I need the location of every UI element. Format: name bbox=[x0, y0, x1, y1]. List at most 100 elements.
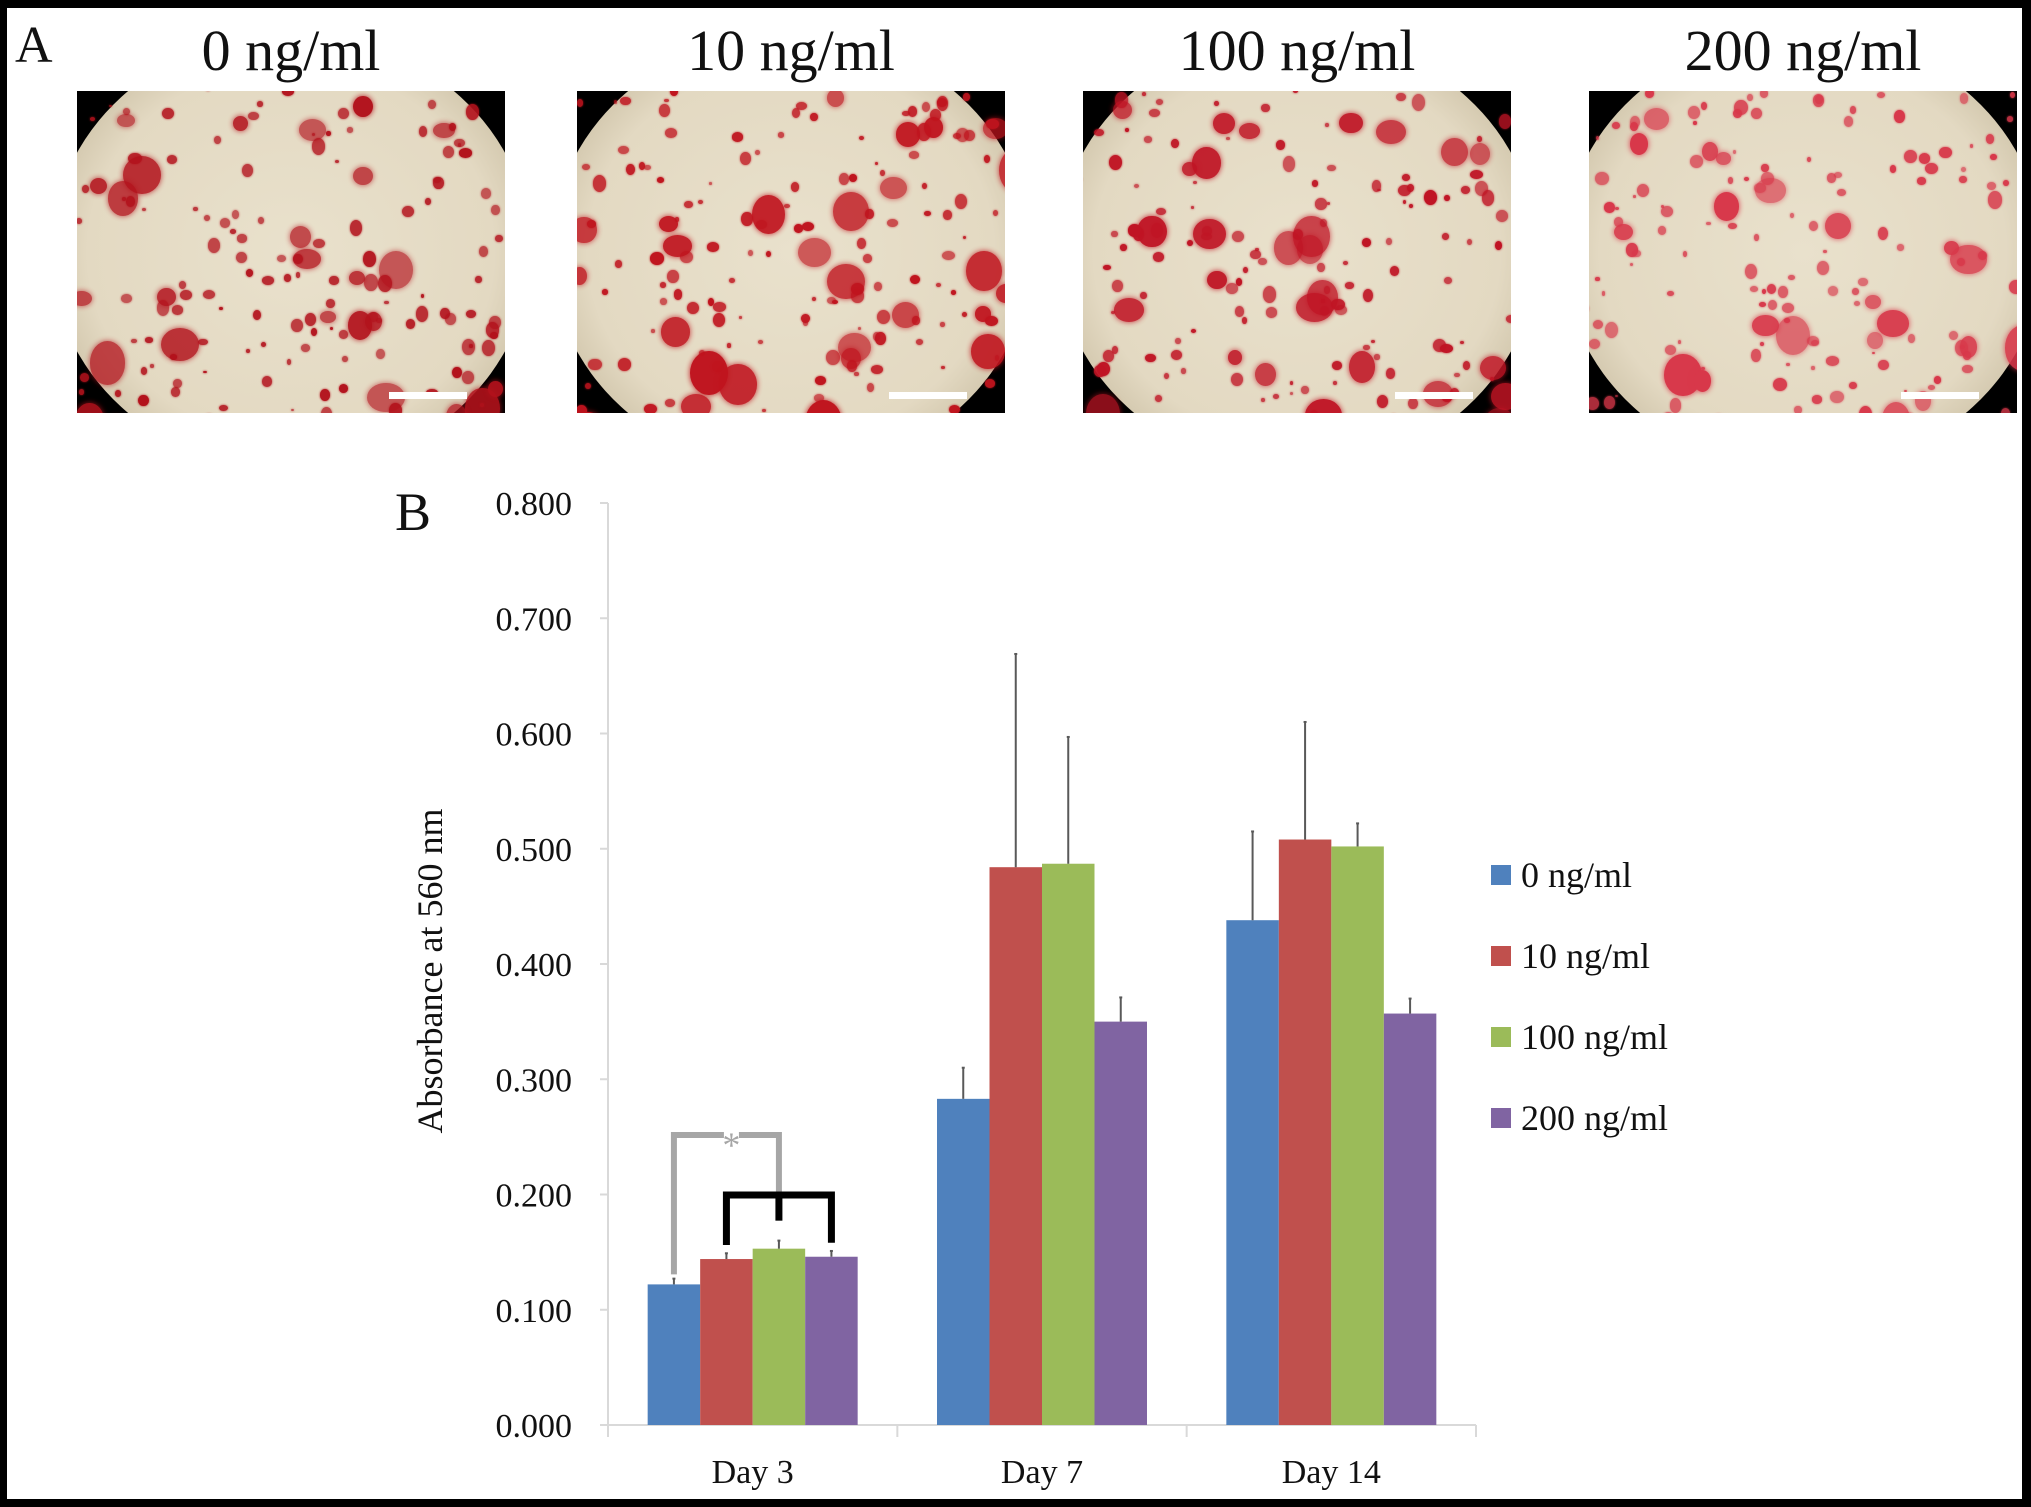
stain-nodule bbox=[161, 328, 200, 362]
stain-nodule bbox=[311, 138, 326, 156]
stain-nodule bbox=[1644, 91, 1655, 99]
stain-nodule bbox=[81, 185, 89, 194]
stain-nodule bbox=[1444, 277, 1453, 285]
stain-nodule bbox=[1746, 93, 1753, 102]
stain-nodule bbox=[1326, 202, 1330, 205]
stain-nodule bbox=[650, 329, 655, 333]
stain-nodule bbox=[1589, 397, 1599, 411]
stain-nodule bbox=[1827, 286, 1839, 296]
stain-nodule bbox=[993, 209, 999, 216]
stain-nodule bbox=[577, 267, 587, 286]
stain-nodule bbox=[940, 321, 945, 327]
bar bbox=[700, 1259, 753, 1425]
stain-nodule bbox=[140, 366, 148, 375]
y-tick-label: 0.700 bbox=[496, 601, 573, 638]
stain-nodule bbox=[1876, 91, 1885, 98]
stain-nodule bbox=[1714, 192, 1740, 221]
stain-nodule bbox=[335, 160, 340, 164]
stain-nodule bbox=[478, 246, 488, 257]
stain-nodule bbox=[1678, 339, 1682, 344]
stain-nodule bbox=[491, 204, 500, 216]
stain-nodule bbox=[433, 122, 455, 139]
stain-nodule bbox=[1732, 149, 1737, 155]
bars bbox=[647, 839, 1437, 1425]
stain-nodule bbox=[1290, 381, 1294, 385]
stain-nodule bbox=[1761, 164, 1769, 173]
stain-nodule bbox=[1181, 368, 1186, 374]
stain-nodule bbox=[1148, 109, 1161, 118]
stain-nodule bbox=[363, 274, 378, 291]
stain-nodule bbox=[77, 290, 92, 307]
stain-nodule bbox=[1469, 143, 1490, 166]
stain-nodule bbox=[810, 112, 818, 122]
stain-nodule bbox=[218, 405, 228, 412]
stain-nodule bbox=[479, 403, 485, 407]
stain-nodule bbox=[741, 211, 754, 227]
stain-nodule bbox=[618, 358, 632, 371]
stain-nodule bbox=[1978, 250, 1988, 261]
stain-nodule bbox=[936, 96, 948, 111]
stain-nodule bbox=[1125, 128, 1130, 132]
stain-nodule bbox=[301, 344, 311, 352]
stain-nodule bbox=[1843, 116, 1853, 127]
stain-nodule bbox=[346, 127, 354, 133]
stain-nodule bbox=[213, 136, 221, 145]
legend-swatch bbox=[1491, 946, 1511, 966]
stain-nodule bbox=[1784, 318, 1790, 324]
stain-nodule bbox=[402, 205, 415, 218]
stain-nodule bbox=[1348, 350, 1375, 383]
stain-nodule bbox=[1152, 252, 1164, 262]
stain-nodule bbox=[1896, 244, 1904, 251]
stain-nodule bbox=[826, 350, 840, 365]
stain-nodule bbox=[1613, 216, 1624, 227]
stain-nodule bbox=[171, 387, 180, 397]
stain-nodule bbox=[79, 389, 84, 395]
stain-nodule bbox=[659, 282, 666, 288]
bar bbox=[1094, 1021, 1147, 1425]
stain-nodule bbox=[1632, 195, 1636, 198]
stain-nodule bbox=[1477, 136, 1483, 142]
bar bbox=[1383, 1013, 1437, 1425]
stain-nodule bbox=[1751, 108, 1763, 120]
stain-nodule bbox=[1759, 91, 1768, 98]
culture-dish bbox=[577, 91, 1005, 413]
stain-nodule bbox=[1235, 306, 1245, 318]
stain-nodule bbox=[801, 313, 811, 323]
stain-nodule bbox=[1214, 101, 1219, 107]
stain-nodule bbox=[145, 336, 153, 343]
stain-nodule bbox=[2006, 116, 2014, 123]
stain-nodule bbox=[1463, 360, 1471, 370]
stain-nodule bbox=[805, 399, 843, 413]
stain-nodule bbox=[1768, 300, 1778, 311]
legend-label: 100 ng/ml bbox=[1521, 1017, 1668, 1057]
bar bbox=[1042, 863, 1095, 1425]
stain-nodule bbox=[1301, 386, 1309, 395]
stain-nodule bbox=[290, 408, 294, 412]
stain-nodule bbox=[644, 403, 657, 413]
stain-nodule bbox=[276, 254, 286, 262]
stain-nodule bbox=[1491, 382, 1511, 410]
stain-nodule bbox=[687, 301, 700, 314]
stain-nodule bbox=[342, 356, 348, 362]
stain-nodule bbox=[1386, 368, 1396, 379]
stain-nodule bbox=[1787, 274, 1796, 281]
stain-nodule bbox=[1727, 222, 1737, 230]
stain-nodule bbox=[876, 309, 890, 324]
stain-nodule bbox=[664, 399, 675, 407]
stain-nodule bbox=[659, 297, 668, 305]
stain-nodule bbox=[115, 390, 122, 397]
stain-nodule bbox=[1969, 143, 1974, 148]
micrograph-title-100: 100 ng/ml bbox=[1178, 18, 1416, 83]
stain-nodule bbox=[326, 299, 336, 308]
stain-nodule bbox=[1916, 176, 1926, 185]
stain-nodule bbox=[1175, 337, 1182, 345]
stain-nodule bbox=[444, 313, 457, 325]
stain-nodule bbox=[1864, 294, 1881, 310]
y-tick-label: 0.400 bbox=[496, 947, 573, 984]
stain-nodule bbox=[656, 177, 665, 184]
stain-nodule bbox=[295, 272, 301, 278]
stain-nodule bbox=[319, 310, 337, 323]
stain-nodule bbox=[1317, 263, 1325, 273]
bar bbox=[752, 1248, 806, 1425]
stain-nodule bbox=[329, 326, 334, 331]
